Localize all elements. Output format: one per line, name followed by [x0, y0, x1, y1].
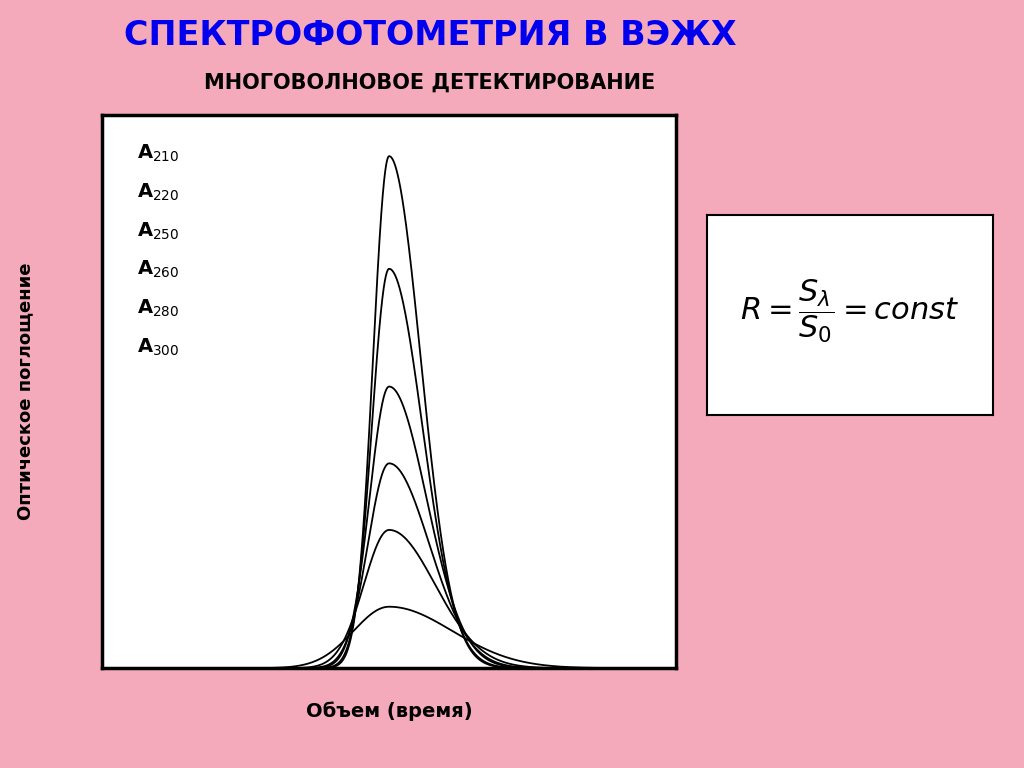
Text: $\mathbf{A}$$_{220}$: $\mathbf{A}$$_{220}$ — [137, 181, 179, 203]
Text: $\mathit{R} = \dfrac{\mathit{S}_{\lambda}}{\mathit{S}_{0}} = \mathit{const}$: $\mathit{R} = \dfrac{\mathit{S}_{\lambda… — [740, 277, 959, 345]
Text: $\mathbf{A}$$_{280}$: $\mathbf{A}$$_{280}$ — [137, 298, 179, 319]
Text: $\mathbf{A}$$_{250}$: $\mathbf{A}$$_{250}$ — [137, 220, 179, 242]
Text: Оптическое поглощение: Оптическое поглощение — [16, 263, 35, 521]
Text: $\mathbf{A}$$_{210}$: $\mathbf{A}$$_{210}$ — [137, 143, 179, 164]
Text: СПЕКТРОФОТОМЕТРИЯ В ВЭЖХ: СПЕКТРОФОТОМЕТРИЯ В ВЭЖХ — [124, 19, 736, 52]
Text: $\mathbf{A}$$_{300}$: $\mathbf{A}$$_{300}$ — [137, 336, 179, 358]
Text: Объем (время): Объем (время) — [306, 701, 472, 721]
Text: МНОГОВОЛНОВОЕ ДЕТЕКТИРОВАНИЕ: МНОГОВОЛНОВОЕ ДЕТЕКТИРОВАНИЕ — [205, 73, 655, 93]
Text: $\mathbf{A}$$_{260}$: $\mathbf{A}$$_{260}$ — [137, 259, 179, 280]
